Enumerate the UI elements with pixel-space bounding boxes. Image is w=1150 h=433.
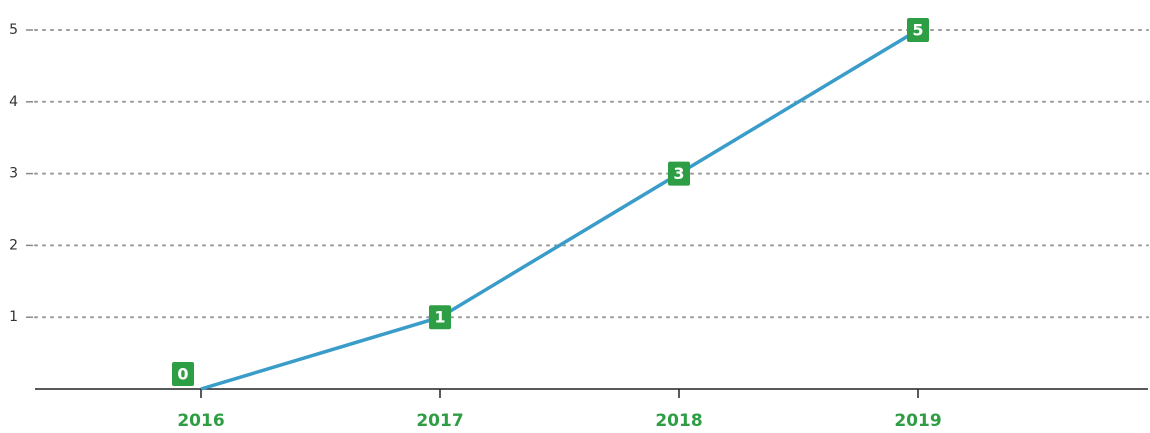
y-tick-label: 5 — [9, 22, 18, 38]
x-tick-label: 2018 — [655, 411, 702, 431]
x-tick-label: 2017 — [416, 411, 463, 431]
value-label: 3 — [673, 164, 684, 183]
value-label-box — [668, 161, 690, 186]
x-tick-label: 2016 — [177, 411, 224, 431]
y-tick-label: 3 — [9, 166, 18, 182]
value-label-box — [429, 305, 451, 330]
line — [200, 28, 919, 391]
value-label: 1 — [434, 308, 445, 327]
y-tick-label: 4 — [9, 94, 18, 110]
value-label-box — [172, 362, 194, 386]
value-label: 0 — [177, 365, 188, 384]
y-tick-label: 1 — [9, 309, 18, 325]
y-tick-label: 2 — [9, 237, 18, 253]
value-label: 5 — [912, 21, 923, 40]
x-tick-label: 2019 — [894, 411, 941, 431]
value-label-box — [907, 18, 929, 42]
